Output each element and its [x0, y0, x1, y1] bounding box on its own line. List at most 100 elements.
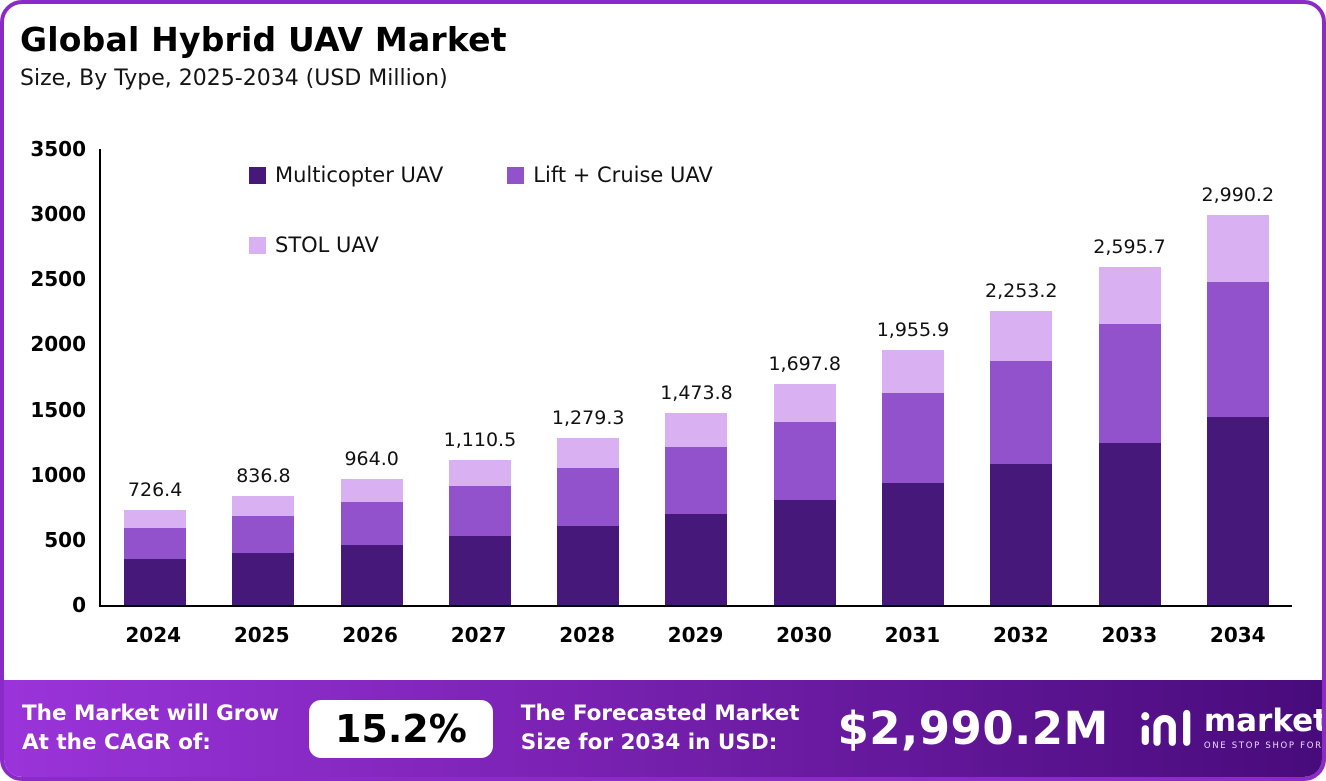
forecast-value: $2,990.2M — [837, 702, 1109, 755]
brand-text: market.us ONE STOP SHOP FOR THE REPORTS — [1203, 703, 1326, 752]
stacked-bar — [232, 496, 295, 605]
y-axis-tick: 3500 — [30, 137, 86, 161]
legend-label: Lift + Cruise UAV — [533, 163, 713, 187]
bar-segment — [1206, 215, 1269, 282]
x-axis-label: 2030 — [776, 623, 832, 647]
chart-legend: Multicopter UAV Lift + Cruise UAV STOL UA… — [249, 163, 713, 257]
legend-item: STOL UAV — [249, 233, 379, 257]
bar-column: 2,253.2 — [967, 280, 1075, 605]
page-title: Global Hybrid UAV Market — [20, 20, 507, 59]
stacked-bar — [557, 438, 620, 605]
bar-total-label: 836.8 — [236, 465, 291, 487]
chart-subtitle: Size, By Type, 2025-2034 (USD Million) — [20, 66, 448, 91]
legend-swatch — [507, 166, 525, 184]
legend-swatch — [249, 236, 266, 254]
plot-area: Multicopter UAV Lift + Cruise UAV STOL UA… — [99, 149, 1292, 607]
stacked-bar — [340, 479, 403, 605]
x-axis-label: 2029 — [667, 623, 724, 647]
forecast-caption-line2: Size for 2034 in USD: — [520, 729, 778, 755]
bar-segment — [232, 515, 295, 553]
bar-total-label: 1,697.8 — [768, 352, 841, 375]
bar-segment — [232, 496, 295, 516]
bar-total-label: 2,253.2 — [984, 280, 1058, 303]
y-axis-tick: 2000 — [30, 332, 86, 357]
brand-name: market.us — [1203, 703, 1326, 739]
x-axis-label: 2027 — [450, 623, 507, 647]
y-axis-tick: 500 — [44, 527, 86, 552]
bar-segment — [1098, 442, 1161, 605]
marketus-logo-icon — [1139, 704, 1193, 754]
stacked-bar — [124, 510, 187, 605]
legend-row-2: STOL UAV — [249, 233, 713, 257]
stacked-bar — [1206, 215, 1269, 605]
y-axis: 0 500 1000 1500 2000 2500 3000 3500 — [4, 137, 92, 617]
x-axis-label: 2032 — [993, 623, 1049, 647]
footer-ribbon: The Market will Grow At the CAGR of: 15.… — [4, 680, 1322, 777]
stacked-bar — [1098, 266, 1161, 605]
cagr-caption: The Market will Grow At the CAGR of: — [22, 700, 279, 757]
cagr-caption-line1: The Market will Grow — [22, 701, 279, 727]
bar-segment — [557, 467, 620, 526]
bar-segment — [124, 528, 187, 560]
bar-segment — [773, 421, 836, 501]
bar-segment — [773, 383, 836, 422]
bar-segment — [881, 393, 944, 484]
bar-segment — [340, 479, 403, 503]
forecast-caption-line1: The Forecasted Market — [520, 701, 800, 727]
bar-segment — [557, 525, 620, 605]
bar-segment — [665, 446, 728, 514]
x-axis: 2024 2025 2026 2027 2028 2029 2030 2031 2032 2033… — [99, 617, 1292, 647]
bar-segment — [665, 513, 728, 605]
bar-segment — [124, 559, 187, 605]
stacked-bar — [773, 383, 836, 605]
y-axis-tick: 1000 — [30, 462, 86, 487]
bar-total-label: 1,955.9 — [876, 319, 950, 342]
bar-total-label: 964.0 — [344, 448, 399, 471]
bar-column: 964.0 — [318, 448, 426, 605]
legend-item: Multicopter UAV — [249, 163, 443, 187]
bar-segment — [557, 438, 620, 468]
y-axis-tick: 0 — [72, 593, 86, 617]
bar-segment — [448, 485, 511, 536]
bar-column: 1,955.9 — [859, 319, 967, 605]
bar-total-label: 1,279.3 — [551, 407, 625, 430]
bar-segment — [340, 545, 403, 605]
bar-column: 1,279.3 — [534, 407, 642, 605]
forecast-caption: The Forecasted Market Size for 2034 in U… — [521, 700, 800, 757]
stacked-bar — [665, 413, 728, 605]
bar-total-label: 2,990.2 — [1201, 184, 1275, 207]
stacked-bar — [448, 460, 511, 605]
x-axis-label: 2024 — [125, 623, 182, 647]
bar-segment — [1098, 266, 1161, 325]
y-axis-tick: 2500 — [30, 267, 86, 292]
header: Global Hybrid UAV Market Size, By Type, … — [4, 4, 1322, 91]
bar-column: 2,595.7 — [1075, 236, 1183, 605]
cagr-caption-line2: At the CAGR of: — [22, 729, 211, 755]
x-axis-label: 2031 — [884, 623, 941, 647]
x-axis-label: 2028 — [559, 623, 615, 647]
bar-total-label: 2,595.7 — [1093, 235, 1166, 258]
bar-segment — [1206, 417, 1269, 605]
y-axis-tick: 1500 — [30, 397, 86, 422]
bar-column: 1,110.5 — [426, 429, 534, 605]
bar-segment — [340, 502, 403, 546]
bar-segment — [1098, 324, 1161, 443]
bar-segment — [232, 552, 295, 605]
bar-segment — [990, 311, 1053, 362]
bar-segment — [990, 361, 1053, 465]
brand-block: market.us ONE STOP SHOP FOR THE REPORTS — [1139, 703, 1326, 754]
stacked-bar — [990, 311, 1053, 605]
bars-container: 726.4 836.8 964.0 1,110.5 1,279.3 1,473.8 1,69… — [101, 149, 1292, 605]
bar-column: 1,473.8 — [642, 382, 750, 605]
x-axis-label: 2033 — [1101, 623, 1158, 647]
brand-tagline: ONE STOP SHOP FOR THE REPORTS — [1203, 741, 1323, 751]
bar-total-label: 1,110.5 — [443, 429, 517, 452]
bar-segment — [665, 413, 728, 447]
legend-item: Lift + Cruise UAV — [507, 163, 713, 187]
legend-label: Multicopter UAV — [275, 163, 444, 187]
x-axis-label: 2034 — [1209, 623, 1266, 647]
legend-swatch — [249, 166, 266, 184]
stacked-bar — [881, 350, 944, 605]
bar-total-label: 1,473.8 — [660, 382, 733, 405]
